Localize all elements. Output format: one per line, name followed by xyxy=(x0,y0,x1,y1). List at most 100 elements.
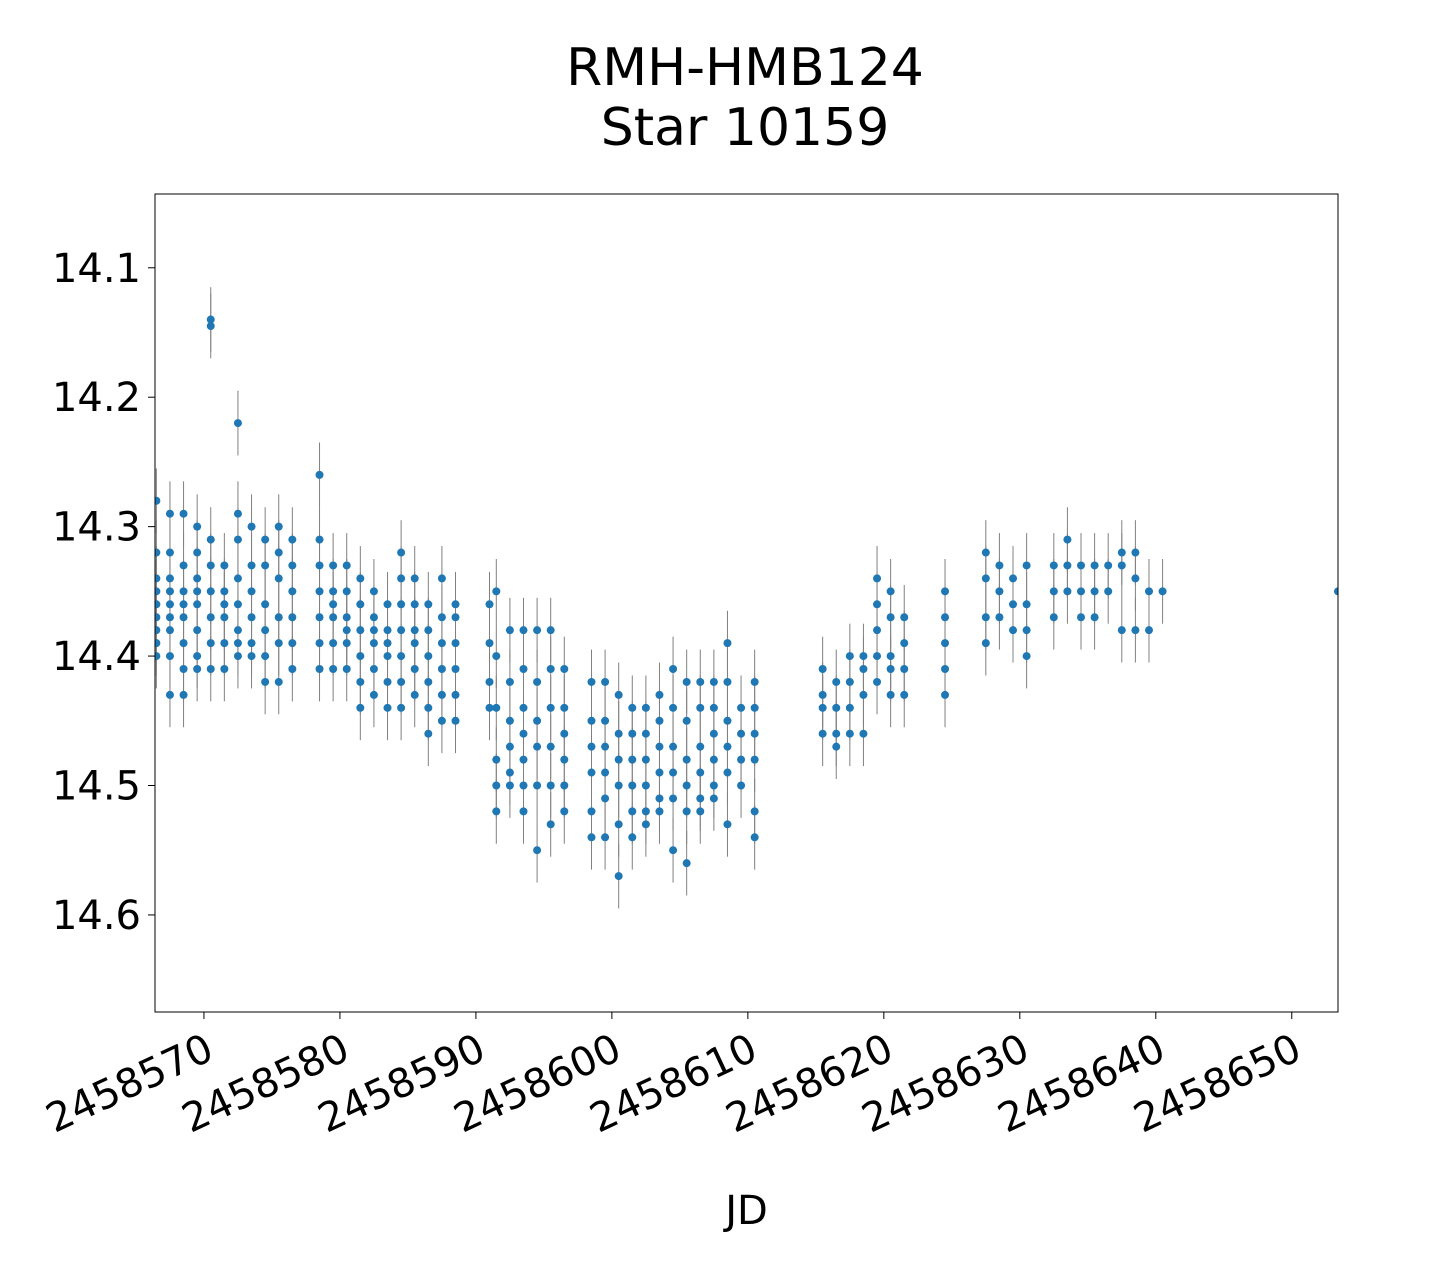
data-point xyxy=(206,665,215,674)
data-point xyxy=(233,509,242,518)
data-point xyxy=(533,677,542,686)
data-point xyxy=(641,781,650,790)
data-point xyxy=(206,587,215,596)
data-point xyxy=(329,587,338,596)
data-point xyxy=(886,613,895,622)
data-point xyxy=(193,652,202,661)
data-point xyxy=(261,652,270,661)
data-point xyxy=(261,677,270,686)
data-point xyxy=(737,729,746,738)
data-point xyxy=(546,665,555,674)
y-tick-label: 14.6 xyxy=(52,893,141,939)
data-point xyxy=(233,574,242,583)
data-point xyxy=(369,690,378,699)
data-point xyxy=(383,652,392,661)
data-point xyxy=(1131,626,1140,635)
data-point xyxy=(601,794,610,803)
data-point xyxy=(165,600,174,609)
data-point xyxy=(155,613,161,622)
data-point xyxy=(655,742,664,751)
data-point xyxy=(193,587,202,596)
data-point xyxy=(723,742,732,751)
data-point xyxy=(485,600,494,609)
data-point xyxy=(193,574,202,583)
data-point xyxy=(492,652,501,661)
data-point xyxy=(485,677,494,686)
data-point xyxy=(995,613,1004,622)
data-point xyxy=(886,587,895,596)
data-point xyxy=(424,652,433,661)
data-point xyxy=(696,768,705,777)
data-point xyxy=(682,807,691,816)
data-point xyxy=(315,587,324,596)
data-point xyxy=(628,729,637,738)
data-point xyxy=(981,613,990,622)
data-point xyxy=(329,561,338,570)
data-point xyxy=(995,587,1004,596)
data-point xyxy=(859,652,868,661)
data-point xyxy=(233,419,242,428)
data-point xyxy=(274,522,283,531)
data-point xyxy=(533,742,542,751)
data-point xyxy=(165,613,174,622)
data-point xyxy=(383,677,392,686)
data-point xyxy=(628,781,637,790)
data-point xyxy=(1131,548,1140,557)
data-point xyxy=(873,652,882,661)
data-point xyxy=(233,600,242,609)
x-axis-label: JD xyxy=(722,1188,768,1234)
data-point xyxy=(546,781,555,790)
data-point xyxy=(587,833,596,842)
data-point xyxy=(1077,613,1086,622)
data-point xyxy=(533,626,542,635)
data-point xyxy=(410,626,419,635)
data-point xyxy=(342,561,351,570)
data-point xyxy=(655,794,664,803)
y-tick-label: 14.1 xyxy=(52,246,141,292)
data-point xyxy=(1131,574,1140,583)
data-point xyxy=(315,613,324,622)
data-point xyxy=(859,729,868,738)
data-point xyxy=(179,690,188,699)
data-point xyxy=(451,716,460,725)
data-point xyxy=(437,613,446,622)
data-point xyxy=(886,665,895,674)
data-point xyxy=(832,703,841,712)
data-point xyxy=(669,703,678,712)
data-point xyxy=(845,729,854,738)
data-point xyxy=(750,729,759,738)
data-point xyxy=(193,665,202,674)
data-point xyxy=(641,703,650,712)
data-point xyxy=(492,703,501,712)
data-point xyxy=(533,781,542,790)
data-point xyxy=(1117,561,1126,570)
data-point xyxy=(206,613,215,622)
data-point xyxy=(233,626,242,635)
data-point xyxy=(709,729,718,738)
data-point xyxy=(587,807,596,816)
data-point xyxy=(546,703,555,712)
data-point xyxy=(1009,600,1018,609)
data-point xyxy=(424,600,433,609)
error-bars xyxy=(155,287,1338,909)
data-point xyxy=(485,639,494,648)
data-point xyxy=(696,794,705,803)
data-point xyxy=(179,665,188,674)
data-point xyxy=(492,807,501,816)
data-point xyxy=(179,561,188,570)
data-point xyxy=(410,574,419,583)
data-point xyxy=(505,742,514,751)
y-tick-label: 14.3 xyxy=(52,505,141,551)
data-point xyxy=(696,703,705,712)
data-point xyxy=(859,690,868,699)
data-point xyxy=(1090,613,1099,622)
data-point xyxy=(179,509,188,518)
data-point xyxy=(818,690,827,699)
data-point xyxy=(601,677,610,686)
x-axis: 2458570245858024585902458600245861024586… xyxy=(39,1012,1308,1142)
data-point xyxy=(410,690,419,699)
data-point xyxy=(155,626,161,635)
data-point xyxy=(397,600,406,609)
data-point xyxy=(342,626,351,635)
data-point xyxy=(750,677,759,686)
